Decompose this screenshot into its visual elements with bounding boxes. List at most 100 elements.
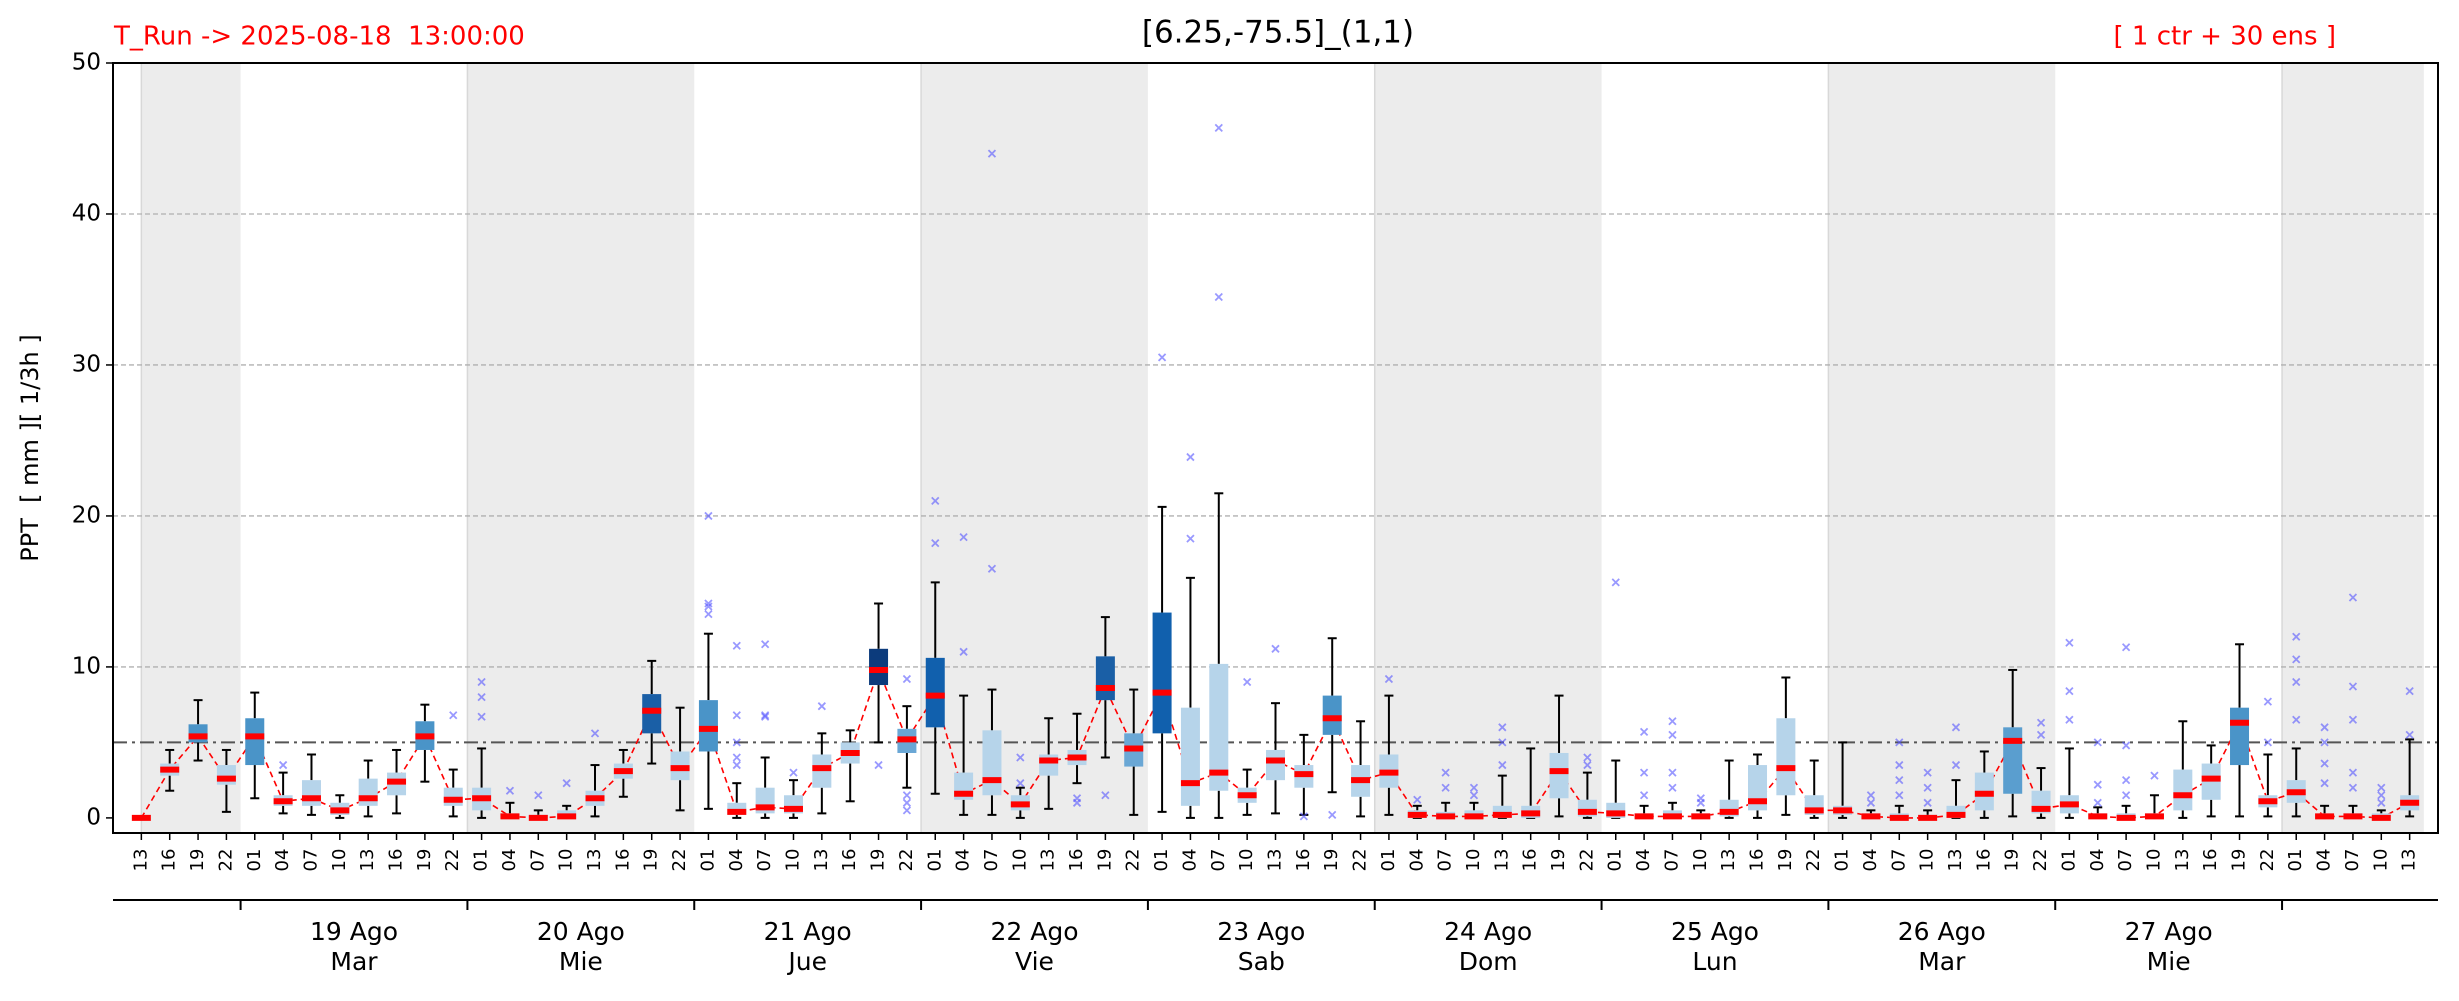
flier (477, 677, 486, 687)
flier (1895, 738, 1904, 747)
flier (1498, 760, 1507, 770)
x-tick-label: 01 (1151, 849, 1172, 872)
flier (2348, 682, 2358, 691)
day-weekday-label: Dom (1459, 947, 1518, 976)
flier (987, 149, 997, 158)
x-tick-label: 01 (244, 849, 265, 872)
flier (1214, 123, 1223, 133)
flier (2405, 730, 2414, 739)
flier (931, 496, 940, 505)
flier (2377, 798, 2386, 807)
flier (902, 791, 912, 800)
day-date-label: 19 Ago (310, 917, 398, 946)
box (925, 657, 945, 728)
x-tick-label: 07 (1661, 849, 1682, 872)
members-label: [ 1 ctr + 30 ens ] (2114, 22, 2337, 52)
flier (1157, 353, 1167, 362)
background-layer (140, 63, 2424, 833)
x-tick-label: 10 (2370, 849, 2391, 872)
x-tick-label: 04 (726, 849, 747, 872)
flier (1668, 717, 1677, 726)
flier (1214, 292, 1223, 302)
flier (902, 674, 912, 684)
flier (1299, 812, 1308, 821)
x-tick-label: 19 (1775, 849, 1796, 872)
x-tick-label: 13 (584, 849, 605, 872)
flier (1895, 776, 1904, 785)
flier (1498, 723, 1507, 732)
day-date-label: 20 Ago (537, 917, 625, 946)
box (301, 780, 321, 806)
x-tick-label: 07 (1435, 849, 1456, 872)
flier (1611, 578, 1620, 587)
x-tick-label: 04 (2314, 849, 2335, 872)
day-date-label: 21 Ago (764, 917, 852, 946)
x-tick-label: 13 (130, 849, 151, 872)
flier (1583, 753, 1592, 762)
x-tick-label: 16 (2200, 849, 2221, 872)
flier (760, 712, 770, 721)
x-tick-label: 07 (300, 849, 321, 872)
y-tick-label: 0 (86, 804, 101, 830)
x-tick-label: 01 (471, 849, 492, 872)
flier (1016, 753, 1025, 762)
flier (1186, 534, 1195, 543)
box (245, 718, 265, 766)
x-tick-label: 16 (1066, 849, 1087, 872)
flier (1696, 794, 1705, 803)
x-tick-label: 10 (782, 849, 803, 872)
day-date-label: 27 Ago (2125, 917, 2213, 946)
flier (760, 711, 770, 720)
x-tick-label: 10 (1236, 849, 1257, 872)
flier (902, 806, 912, 815)
box (982, 730, 1002, 796)
x-tick-label: 10 (1009, 849, 1030, 872)
x-tick-label: 22 (1576, 849, 1597, 872)
x-tick-label: 01 (1605, 849, 1626, 872)
day-weekday-label: Mie (559, 947, 603, 976)
flier (534, 791, 543, 800)
flier (1951, 723, 1961, 732)
box (869, 648, 889, 686)
x-tick-label: 22 (1350, 849, 1371, 872)
day-weekday-label: Mar (330, 947, 378, 976)
x-tick-label: 07 (1888, 849, 1909, 872)
flier (278, 760, 288, 770)
flier (1413, 795, 1422, 804)
x-tick-label: 22 (669, 849, 690, 872)
flier (2263, 738, 2273, 747)
flier (1668, 730, 1677, 739)
x-tick-label: 19 (2002, 849, 2023, 872)
flier (1895, 760, 1904, 770)
flier (1271, 644, 1280, 653)
flier (1101, 791, 1110, 800)
x-tick-label: 16 (1293, 849, 1314, 872)
flier (704, 599, 713, 608)
box (1180, 707, 1200, 806)
night-shade (1828, 63, 2056, 833)
flier (817, 702, 826, 711)
flier (2320, 723, 2329, 732)
x-tick-label: 13 (357, 849, 378, 872)
flier (1072, 794, 1082, 803)
flier (1639, 768, 1649, 777)
x-tick-label: 16 (386, 849, 407, 872)
y-tick-label: 20 (72, 502, 101, 528)
flier (2348, 715, 2358, 724)
box (443, 787, 463, 806)
x-tick-label: 01 (1832, 849, 1853, 872)
x-tick-label: 19 (2229, 849, 2250, 872)
day-date-label: 25 Ago (1671, 917, 1759, 946)
flier (1895, 791, 1904, 800)
x-tick-label: 22 (215, 849, 236, 872)
x-tick-label: 19 (414, 849, 435, 872)
flier (1328, 810, 1337, 820)
x-tick-label: 19 (1094, 849, 1115, 872)
flier (477, 712, 486, 721)
x-tick-label: 10 (329, 849, 350, 872)
flier (732, 760, 741, 770)
flier (2093, 798, 2102, 807)
x-tick-label: 04 (1860, 849, 1881, 872)
flier (2036, 730, 2046, 739)
flier (732, 641, 741, 650)
